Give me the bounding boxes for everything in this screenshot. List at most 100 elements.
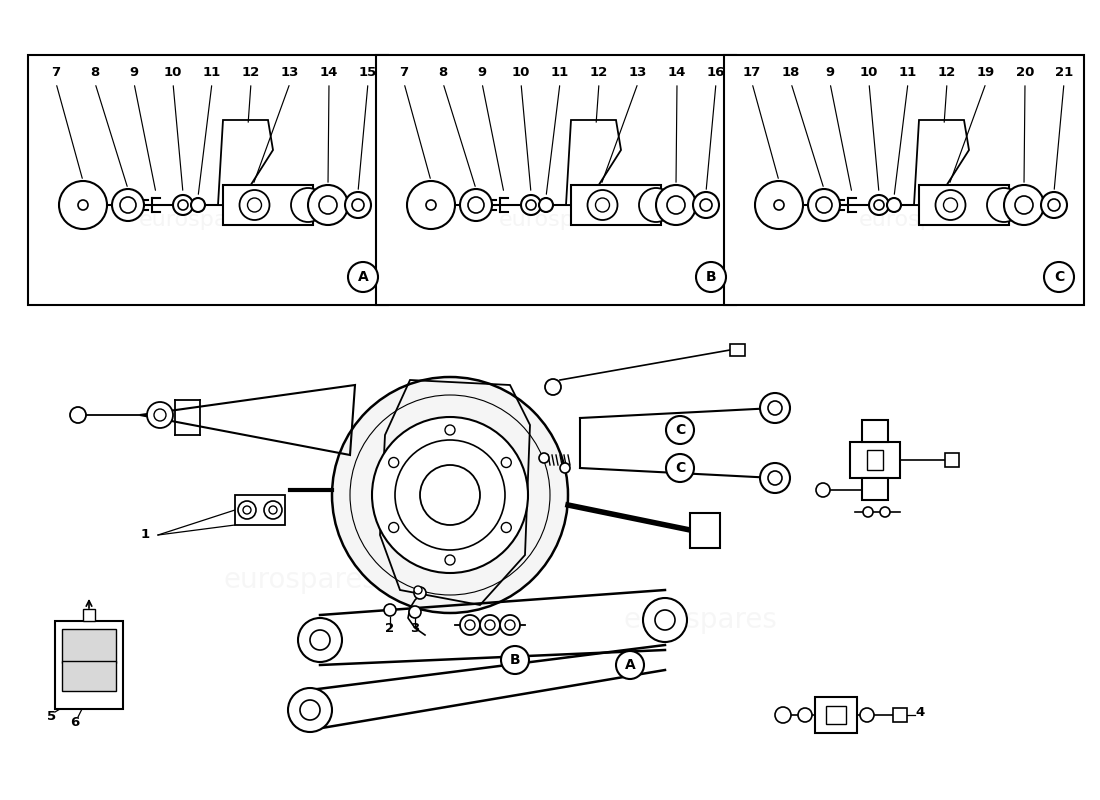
Circle shape <box>521 195 541 215</box>
Circle shape <box>407 181 455 229</box>
Circle shape <box>264 501 282 519</box>
Circle shape <box>667 196 685 214</box>
Bar <box>571 185 661 225</box>
Circle shape <box>654 610 675 630</box>
Text: eurospares: eurospares <box>498 210 622 230</box>
Circle shape <box>243 506 251 514</box>
Bar <box>918 185 1009 225</box>
Circle shape <box>112 189 144 221</box>
Circle shape <box>78 200 88 210</box>
Circle shape <box>935 190 966 220</box>
Circle shape <box>270 506 277 514</box>
Circle shape <box>460 615 480 635</box>
Circle shape <box>485 620 495 630</box>
Bar <box>62 629 116 663</box>
Text: 1: 1 <box>141 529 150 542</box>
Circle shape <box>776 707 791 723</box>
Circle shape <box>816 197 832 213</box>
Circle shape <box>154 409 166 421</box>
Circle shape <box>248 198 262 212</box>
Circle shape <box>173 195 192 215</box>
Circle shape <box>700 199 712 211</box>
Circle shape <box>874 200 884 210</box>
Circle shape <box>238 501 256 519</box>
Text: 12: 12 <box>938 66 956 79</box>
Text: 8: 8 <box>439 66 448 79</box>
Text: B: B <box>509 653 520 667</box>
Circle shape <box>414 587 426 599</box>
Circle shape <box>352 199 364 211</box>
Text: 9: 9 <box>825 66 835 79</box>
Circle shape <box>864 507 873 517</box>
Text: 15: 15 <box>359 66 377 79</box>
Circle shape <box>696 262 726 292</box>
Polygon shape <box>566 120 621 205</box>
Circle shape <box>760 463 790 493</box>
Circle shape <box>426 200 436 210</box>
Circle shape <box>388 522 398 533</box>
Circle shape <box>666 416 694 444</box>
Circle shape <box>288 688 332 732</box>
Circle shape <box>656 185 696 225</box>
Circle shape <box>944 198 957 212</box>
Circle shape <box>816 483 831 497</box>
Circle shape <box>768 471 782 485</box>
Circle shape <box>595 198 609 212</box>
Circle shape <box>760 393 790 423</box>
Circle shape <box>1048 199 1060 211</box>
Circle shape <box>1041 192 1067 218</box>
Circle shape <box>446 555 455 565</box>
Bar <box>223 185 314 225</box>
Bar <box>945 453 959 467</box>
Circle shape <box>446 425 455 435</box>
Text: 21: 21 <box>1055 66 1074 79</box>
Circle shape <box>409 606 421 618</box>
Circle shape <box>500 615 520 635</box>
Bar <box>82 609 95 621</box>
Circle shape <box>887 198 901 212</box>
Text: eurospares: eurospares <box>223 566 377 594</box>
Circle shape <box>414 586 422 594</box>
Circle shape <box>292 188 324 222</box>
Circle shape <box>880 507 890 517</box>
Circle shape <box>388 458 398 467</box>
Bar <box>376 55 736 305</box>
Text: 18: 18 <box>782 66 800 79</box>
Circle shape <box>560 463 570 473</box>
Text: 12: 12 <box>242 66 260 79</box>
Text: eurospares: eurospares <box>623 606 777 634</box>
Text: 2: 2 <box>385 622 395 634</box>
Circle shape <box>1044 262 1074 292</box>
Circle shape <box>372 417 528 573</box>
Circle shape <box>502 458 512 467</box>
Text: 7: 7 <box>52 66 60 79</box>
Circle shape <box>539 198 553 212</box>
Circle shape <box>987 188 1021 222</box>
Text: C: C <box>675 461 685 475</box>
Circle shape <box>310 630 330 650</box>
Text: 12: 12 <box>590 66 608 79</box>
Text: 11: 11 <box>899 66 917 79</box>
Text: 16: 16 <box>707 66 725 79</box>
Text: 7: 7 <box>399 66 408 79</box>
Circle shape <box>460 189 492 221</box>
Circle shape <box>768 401 782 415</box>
Circle shape <box>1015 196 1033 214</box>
Bar <box>730 344 745 356</box>
Circle shape <box>539 453 549 463</box>
Text: 9: 9 <box>477 66 486 79</box>
Text: 9: 9 <box>130 66 139 79</box>
Circle shape <box>300 700 320 720</box>
Circle shape <box>1004 185 1044 225</box>
Text: B: B <box>706 270 716 284</box>
Text: C: C <box>675 423 685 437</box>
Circle shape <box>147 402 173 428</box>
Text: 8: 8 <box>90 66 100 79</box>
Circle shape <box>345 192 371 218</box>
Text: 5: 5 <box>47 710 56 723</box>
Circle shape <box>869 195 889 215</box>
Circle shape <box>308 185 348 225</box>
Circle shape <box>319 196 337 214</box>
Bar <box>28 55 388 305</box>
Circle shape <box>587 190 617 220</box>
